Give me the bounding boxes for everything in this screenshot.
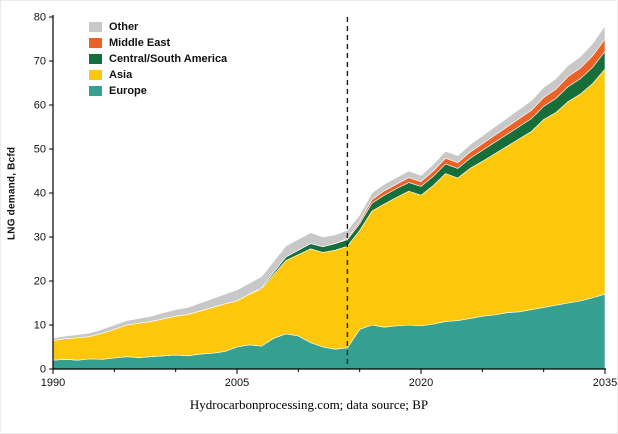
svg-text:60: 60 <box>34 100 46 112</box>
source-caption: Hydrocarbonprocessing.com; data source; … <box>189 397 429 412</box>
legend-label-central-south-america: Central/South America <box>109 53 228 65</box>
legend-swatch-other-icon <box>89 22 102 32</box>
svg-text:2020: 2020 <box>409 377 433 389</box>
svg-text:1990: 1990 <box>41 377 65 389</box>
legend-swatch-middle-east-icon <box>89 38 102 48</box>
svg-text:30: 30 <box>34 232 46 244</box>
legend-swatch-central-south-america-icon <box>89 54 102 64</box>
legend-item-europe: Europe <box>89 85 227 97</box>
svg-text:0: 0 <box>40 364 46 376</box>
svg-text:20: 20 <box>34 276 46 288</box>
svg-text:70: 70 <box>34 56 46 68</box>
legend-item-other: Other <box>89 21 227 33</box>
legend-label-europe: Europe <box>109 85 147 97</box>
legend-label-asia: Asia <box>109 69 133 81</box>
legend-item-middle-east: Middle East <box>89 37 227 49</box>
svg-text:2035: 2035 <box>593 377 617 389</box>
svg-text:10: 10 <box>34 320 46 332</box>
legend-label-middle-east: Middle East <box>109 37 171 49</box>
legend-item-asia: Asia <box>89 69 227 81</box>
svg-text:80: 80 <box>34 12 46 24</box>
legend-swatch-asia-icon <box>89 70 102 80</box>
svg-text:2005: 2005 <box>225 377 249 389</box>
chart-legend: Other Middle East Central/South America … <box>89 21 227 97</box>
legend-item-central-south-america: Central/South America <box>89 53 227 65</box>
legend-swatch-europe-icon <box>89 86 102 96</box>
svg-text:40: 40 <box>34 188 46 200</box>
legend-label-other: Other <box>109 21 139 33</box>
svg-text:50: 50 <box>34 144 46 156</box>
stacked-area-chart: 0 10 20 30 40 50 60 70 80 1990 2005 2020 2035 <box>34 12 617 390</box>
